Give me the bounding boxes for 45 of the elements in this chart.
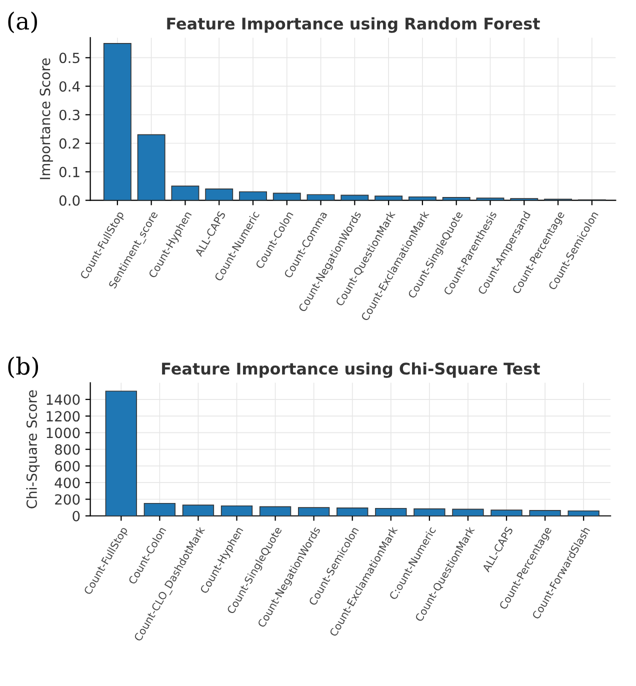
bar bbox=[298, 507, 330, 516]
bar bbox=[452, 508, 484, 516]
y-tick-label: 0.4 bbox=[59, 81, 80, 92]
y-axis-title: Importance Score bbox=[40, 58, 53, 180]
bar bbox=[340, 194, 369, 200]
y-tick-label: 0.1 bbox=[59, 166, 80, 178]
y-axis-title: Chi-Square Score bbox=[26, 390, 40, 508]
bar bbox=[220, 505, 253, 516]
bar bbox=[375, 508, 407, 516]
bar bbox=[442, 197, 470, 200]
bar bbox=[414, 508, 446, 516]
y-tick-label: 0.2 bbox=[59, 138, 80, 149]
bar bbox=[408, 196, 436, 200]
bar bbox=[490, 510, 522, 516]
y-tick-label: 400 bbox=[54, 478, 80, 488]
bar bbox=[374, 196, 403, 200]
y-tick-label: 800 bbox=[55, 444, 80, 455]
bar bbox=[306, 194, 335, 200]
bar bbox=[171, 186, 200, 200]
bar bbox=[529, 510, 561, 516]
bar bbox=[239, 191, 267, 200]
y-tick-label: 0.0 bbox=[59, 195, 80, 206]
bar bbox=[182, 504, 214, 516]
bar bbox=[476, 198, 504, 200]
y-tick-label: 1400 bbox=[46, 394, 80, 405]
y-tick-label: 0.3 bbox=[59, 110, 80, 120]
bar bbox=[336, 508, 368, 516]
bar bbox=[205, 188, 234, 200]
y-tick-label: 600 bbox=[55, 460, 80, 472]
y-tick-label: 1000 bbox=[46, 428, 80, 438]
y-tick-label: 1200 bbox=[46, 411, 80, 422]
bar bbox=[272, 192, 301, 200]
bar bbox=[144, 502, 176, 516]
text: (b) bbox=[8, 356, 38, 378]
bar bbox=[105, 390, 137, 516]
chart-title: Feature Importance using Chi-Square Test bbox=[162, 362, 540, 378]
y-tick-label: 0 bbox=[72, 510, 80, 522]
y-tick-label: 200 bbox=[55, 494, 80, 505]
y-tick-label: 0.5 bbox=[59, 52, 80, 64]
bar bbox=[137, 134, 166, 200]
chart-title: Feature Importance using Random Forest bbox=[167, 17, 540, 33]
text: (a) bbox=[8, 12, 37, 34]
bar bbox=[259, 506, 292, 516]
bar bbox=[568, 510, 600, 516]
bar bbox=[103, 43, 132, 200]
